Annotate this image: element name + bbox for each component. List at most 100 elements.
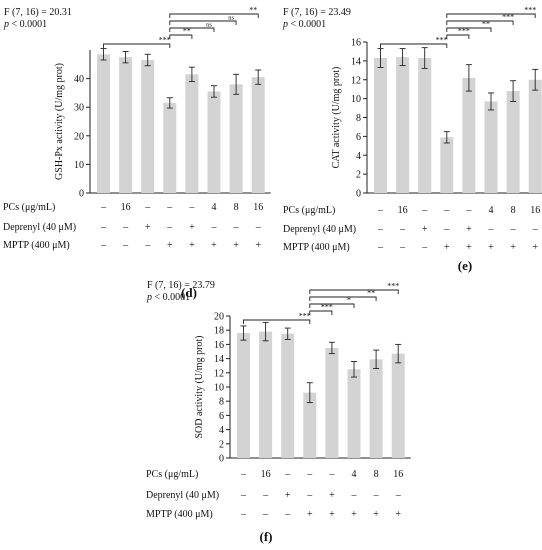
treatment-cell: 4 — [212, 202, 217, 213]
treatment-cell: – — [284, 469, 291, 480]
treatment-cell: 16 — [530, 205, 540, 216]
treatment-cell: – — [399, 242, 406, 253]
bar — [141, 60, 155, 194]
bar — [237, 333, 250, 458]
bar — [303, 392, 317, 458]
y-tick-label: 20 — [74, 131, 84, 142]
treatment-row-label: PCs (μg/mL) — [283, 205, 335, 216]
treatment-cell: + — [373, 509, 379, 520]
treatment-cell: – — [377, 205, 384, 216]
treatment-cell: + — [329, 509, 335, 520]
bar — [325, 347, 339, 458]
treatment-cell: – — [488, 224, 495, 235]
y-tick-label: 4 — [219, 425, 224, 436]
treatment-cell: + — [466, 242, 472, 253]
p-value-line: p < 0.0001 — [146, 292, 190, 303]
significance-bracket — [446, 20, 514, 25]
treatment-cell: – — [262, 509, 269, 520]
panel-d: F (7, 16) = 20.31p < 0.0001010203040GSH-… — [3, 6, 271, 300]
treatment-cell: – — [255, 222, 262, 233]
y-tick-label: 16 — [351, 38, 361, 49]
significance-label: ns — [228, 15, 234, 22]
treatment-cell: – — [510, 224, 517, 235]
stat-title: F (7, 16) = 20.31 — [4, 7, 72, 18]
treatment-cell: + — [329, 490, 335, 501]
treatment-cell: + — [351, 509, 357, 520]
y-tick-label: 0 — [79, 189, 84, 200]
y-tick-label: 2 — [356, 170, 361, 181]
panel-f: F (7, 16) = 23.79p < 0.0001 0 2 4 6 8 10 12 14 16… — [146, 280, 411, 544]
p-value: < 0.0001 — [288, 19, 326, 30]
significance-bracket — [309, 296, 377, 301]
treatment-cell: – — [306, 490, 313, 501]
bar — [185, 74, 199, 193]
p-symbol: p — [146, 292, 152, 303]
treatment-cell: – — [211, 222, 218, 233]
treatment-cell: – — [100, 222, 107, 233]
treatment-row-label: MPTP (400 μM) — [3, 240, 70, 251]
treatment-cell: – — [373, 490, 380, 501]
significance-bracket — [169, 27, 215, 32]
treatment-cell: – — [262, 490, 269, 501]
y-tick-label: 10 — [214, 383, 224, 394]
bar — [207, 91, 221, 193]
significance-bracket — [169, 13, 259, 18]
treatment-cell: – — [421, 242, 428, 253]
bar — [281, 333, 295, 458]
significance-label: *** — [502, 13, 514, 22]
treatment-cell: – — [144, 240, 151, 251]
treatment-cell: + — [285, 490, 291, 501]
significance-label: *** — [458, 27, 470, 36]
treatment-cell: 4 — [352, 469, 357, 480]
bar — [528, 79, 542, 193]
y-tick-label: 0 — [219, 454, 224, 465]
treatment-cell: – — [240, 490, 247, 501]
treatment-cell: + — [488, 242, 494, 253]
treatment-cell: – — [284, 509, 291, 520]
y-tick-label: 10 — [74, 160, 84, 171]
y-tick-label: 6 — [219, 411, 224, 422]
bar — [462, 77, 476, 193]
treatment-cell: – — [306, 469, 313, 480]
treatment-cell: + — [444, 242, 450, 253]
y-tick-label: 12 — [214, 368, 224, 379]
treatment-cell: – — [122, 222, 129, 233]
y-tick-label: 10 — [351, 94, 361, 105]
significance-label: *** — [524, 6, 536, 15]
y-tick-label: 0 — [356, 189, 361, 200]
bar — [506, 91, 520, 193]
treatment-cell: + — [145, 222, 151, 233]
y-tick-label: 14 — [214, 354, 224, 365]
y-tick-label: 12 — [351, 75, 361, 86]
panel-label: (e) — [458, 258, 472, 273]
treatment-cell: – — [532, 224, 539, 235]
bar — [396, 57, 410, 193]
treatment-cell: – — [100, 240, 107, 251]
bar — [229, 84, 243, 193]
treatment-cell: – — [240, 509, 247, 520]
bar — [119, 57, 133, 194]
treatment-cell: – — [240, 469, 247, 480]
bar — [259, 331, 273, 458]
panel-e: F (7, 16) = 23.49p < 0.0001 0 2 4 6 8 10 12 14 16… — [282, 6, 542, 273]
treatment-cell: – — [122, 240, 129, 251]
bar — [97, 54, 110, 193]
treatment-cell: + — [211, 240, 217, 251]
treatment-cell: – — [443, 205, 450, 216]
significance-bracket — [243, 319, 311, 324]
p-symbol: p — [282, 19, 288, 30]
significance-bracket — [103, 43, 171, 48]
treatment-row-label: Deprenyl (40 μM) — [3, 222, 76, 233]
p-value-line: p < 0.0001 — [3, 19, 47, 30]
treatment-row-label: MPTP (400 μM) — [283, 242, 350, 253]
y-tick-label: 2 — [219, 439, 224, 450]
significance-bracket — [309, 310, 333, 315]
treatment-cell: + — [510, 242, 516, 253]
y-tick-label: 30 — [74, 103, 84, 114]
treatment-cell: + — [167, 240, 173, 251]
bar — [369, 359, 383, 458]
y-tick-label: 18 — [214, 326, 224, 337]
p-symbol: p — [3, 19, 9, 30]
treatment-row-label: Deprenyl (40 μM) — [283, 224, 356, 235]
